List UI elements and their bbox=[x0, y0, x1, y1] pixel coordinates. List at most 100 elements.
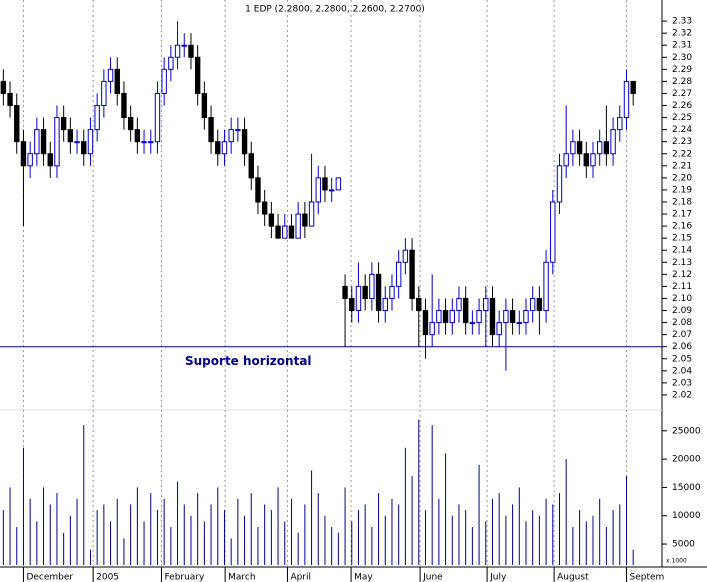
candle-body bbox=[322, 177, 328, 191]
candle-body bbox=[221, 141, 228, 155]
candle-body bbox=[449, 310, 455, 324]
candle-body bbox=[94, 105, 100, 131]
candle-body bbox=[369, 273, 375, 299]
candle-body bbox=[543, 261, 549, 312]
candle-body bbox=[308, 201, 315, 227]
candle-body bbox=[550, 201, 556, 263]
candle-body bbox=[422, 310, 429, 336]
candle-body bbox=[576, 141, 583, 155]
y-tick-label: 2.27 bbox=[672, 89, 692, 99]
candle-body bbox=[47, 153, 53, 167]
candle-body bbox=[295, 213, 301, 239]
volume-tick-label: 25000 bbox=[672, 426, 701, 436]
y-tick-label: 2.30 bbox=[672, 53, 692, 63]
candle-body bbox=[201, 92, 208, 119]
volume-unit-label: x 1000 bbox=[666, 558, 687, 565]
y-tick-label: 2.04 bbox=[672, 366, 692, 376]
candle-body bbox=[154, 92, 161, 143]
candle-body bbox=[275, 225, 281, 239]
candle-body bbox=[107, 68, 114, 82]
candle-body bbox=[27, 153, 33, 167]
y-tick-label: 2.22 bbox=[672, 149, 692, 159]
candle-body bbox=[409, 249, 415, 299]
y-tick-label: 2.02 bbox=[672, 390, 692, 400]
candle-body bbox=[315, 177, 321, 203]
volume-tick-label: 5000 bbox=[672, 540, 695, 550]
y-tick-label: 2.03 bbox=[672, 378, 692, 388]
y-tick-label: 2.07 bbox=[672, 330, 692, 340]
candle-body bbox=[516, 322, 522, 325]
candle-body bbox=[101, 80, 107, 107]
y-tick-label: 2.32 bbox=[672, 29, 692, 39]
candle-body bbox=[241, 129, 248, 155]
candle-body bbox=[342, 285, 348, 299]
candle-body bbox=[456, 297, 462, 312]
candle-body bbox=[402, 249, 409, 263]
candle-body bbox=[74, 141, 80, 144]
y-tick-label: 2.29 bbox=[672, 65, 692, 75]
candle-body bbox=[489, 297, 496, 336]
candle-body bbox=[623, 80, 630, 119]
y-tick-label: 2.14 bbox=[672, 246, 692, 256]
volume-tick-label: 10000 bbox=[672, 511, 701, 521]
x-tick-label: August bbox=[557, 573, 589, 582]
candle-body bbox=[81, 141, 87, 155]
candle-body bbox=[268, 213, 275, 227]
chart-title: 1 EDP (2.2800, 2.2800, 2.2600, 2.2700) bbox=[245, 5, 425, 15]
candle-body bbox=[382, 297, 388, 312]
candle-body bbox=[389, 285, 395, 299]
candle-body bbox=[483, 297, 489, 312]
candle-body bbox=[181, 44, 187, 47]
candle-body bbox=[476, 310, 482, 324]
candle-body bbox=[235, 129, 241, 132]
y-tick-label: 2.19 bbox=[672, 185, 692, 195]
candle-body bbox=[161, 68, 167, 94]
y-tick-label: 2.31 bbox=[672, 41, 692, 51]
x-tick-label: December bbox=[26, 573, 73, 582]
candle-body bbox=[121, 92, 127, 119]
candle-body bbox=[302, 213, 308, 227]
y-tick-label: 2.21 bbox=[672, 161, 692, 171]
candle-body bbox=[442, 310, 449, 324]
candle-body bbox=[556, 165, 563, 203]
y-tick-label: 2.06 bbox=[672, 342, 692, 352]
candle-body bbox=[395, 261, 402, 287]
candle-body bbox=[148, 141, 154, 144]
candle-body bbox=[603, 141, 610, 155]
y-tick-label: 2.05 bbox=[672, 354, 692, 364]
volume-tick-label: 20000 bbox=[672, 455, 701, 465]
x-tick-label: May bbox=[354, 573, 373, 582]
y-tick-label: 2.26 bbox=[672, 101, 692, 111]
candle-body bbox=[34, 129, 40, 155]
candle-body bbox=[583, 153, 589, 167]
candle-body bbox=[255, 177, 261, 203]
candle-body bbox=[496, 322, 502, 336]
y-tick-label: 2.23 bbox=[672, 137, 692, 147]
candle-body bbox=[349, 297, 355, 312]
candle-body bbox=[288, 225, 295, 239]
candle-body bbox=[436, 310, 442, 324]
candle-body bbox=[20, 141, 27, 167]
y-tick-label: 2.24 bbox=[672, 125, 692, 135]
candle-body bbox=[54, 117, 60, 167]
y-tick-label: 2.25 bbox=[672, 113, 692, 123]
candle-body bbox=[114, 68, 120, 94]
candle-body bbox=[503, 310, 509, 324]
candle-body bbox=[429, 322, 435, 336]
candle-body bbox=[416, 297, 422, 312]
candle-body bbox=[208, 117, 214, 143]
x-tick-label: Septem bbox=[629, 573, 664, 582]
y-tick-label: 2.15 bbox=[672, 234, 692, 244]
candle-body bbox=[261, 201, 268, 215]
candle-body bbox=[87, 129, 94, 155]
candle-body bbox=[375, 273, 382, 312]
candle-body bbox=[248, 153, 254, 179]
candle-body bbox=[168, 56, 174, 70]
candle-body bbox=[536, 297, 543, 312]
annotation: Suporte horizontal bbox=[185, 354, 312, 368]
x-tick-label: March bbox=[228, 573, 255, 582]
candle-body bbox=[617, 117, 623, 131]
candle-body bbox=[174, 44, 181, 58]
y-tick-label: 2.12 bbox=[672, 270, 692, 280]
